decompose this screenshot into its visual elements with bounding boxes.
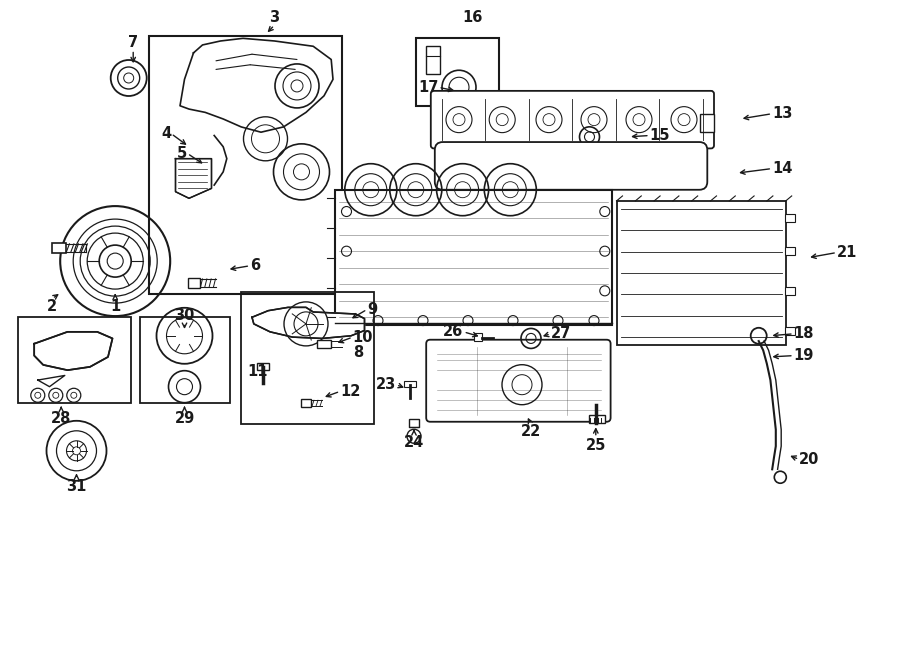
- Bar: [52, 243, 67, 253]
- Bar: [785, 327, 795, 334]
- Text: 4: 4: [161, 126, 171, 141]
- Bar: [317, 340, 331, 348]
- Text: 28: 28: [51, 411, 71, 426]
- Text: 25: 25: [586, 438, 606, 453]
- Text: 1: 1: [110, 299, 121, 314]
- Text: 27: 27: [551, 327, 571, 341]
- Bar: [785, 287, 795, 295]
- Bar: [416, 38, 499, 106]
- Bar: [785, 214, 795, 222]
- Text: 9: 9: [367, 302, 377, 317]
- Text: 10: 10: [353, 330, 374, 344]
- FancyBboxPatch shape: [431, 91, 714, 149]
- Text: 8: 8: [353, 345, 363, 360]
- Text: 15: 15: [650, 128, 670, 143]
- Bar: [589, 415, 605, 423]
- Text: 31: 31: [67, 479, 86, 494]
- Text: 24: 24: [404, 435, 424, 450]
- Bar: [187, 278, 200, 288]
- Text: 16: 16: [463, 10, 482, 25]
- Text: 22: 22: [521, 424, 541, 440]
- Bar: [335, 190, 612, 325]
- Bar: [18, 317, 130, 403]
- Text: 5: 5: [177, 146, 187, 161]
- Text: 3: 3: [269, 10, 280, 25]
- Bar: [140, 317, 230, 403]
- Text: 14: 14: [772, 161, 793, 176]
- Text: 21: 21: [837, 245, 858, 260]
- Bar: [474, 333, 482, 341]
- Text: 17: 17: [418, 80, 438, 95]
- Bar: [148, 36, 342, 294]
- FancyBboxPatch shape: [435, 142, 707, 190]
- Text: 12: 12: [340, 384, 361, 399]
- Bar: [404, 381, 416, 387]
- Text: 7: 7: [128, 34, 139, 50]
- Bar: [785, 247, 795, 255]
- FancyBboxPatch shape: [427, 340, 610, 422]
- Bar: [700, 114, 715, 132]
- Text: 23: 23: [376, 377, 396, 392]
- Bar: [257, 363, 269, 370]
- Text: 30: 30: [175, 307, 194, 323]
- Text: 11: 11: [248, 364, 268, 379]
- Text: 19: 19: [794, 348, 814, 363]
- Text: 20: 20: [799, 452, 820, 467]
- Bar: [241, 292, 374, 424]
- Text: 2: 2: [47, 299, 58, 314]
- Text: 13: 13: [772, 106, 793, 121]
- Text: 26: 26: [443, 325, 464, 339]
- Text: 29: 29: [175, 411, 194, 426]
- Bar: [409, 419, 419, 427]
- Text: 18: 18: [794, 327, 814, 341]
- Bar: [301, 399, 311, 407]
- Polygon shape: [176, 159, 211, 198]
- Bar: [616, 201, 786, 345]
- Polygon shape: [34, 332, 112, 370]
- Bar: [426, 46, 440, 74]
- Text: 6: 6: [250, 258, 260, 273]
- Polygon shape: [252, 307, 364, 338]
